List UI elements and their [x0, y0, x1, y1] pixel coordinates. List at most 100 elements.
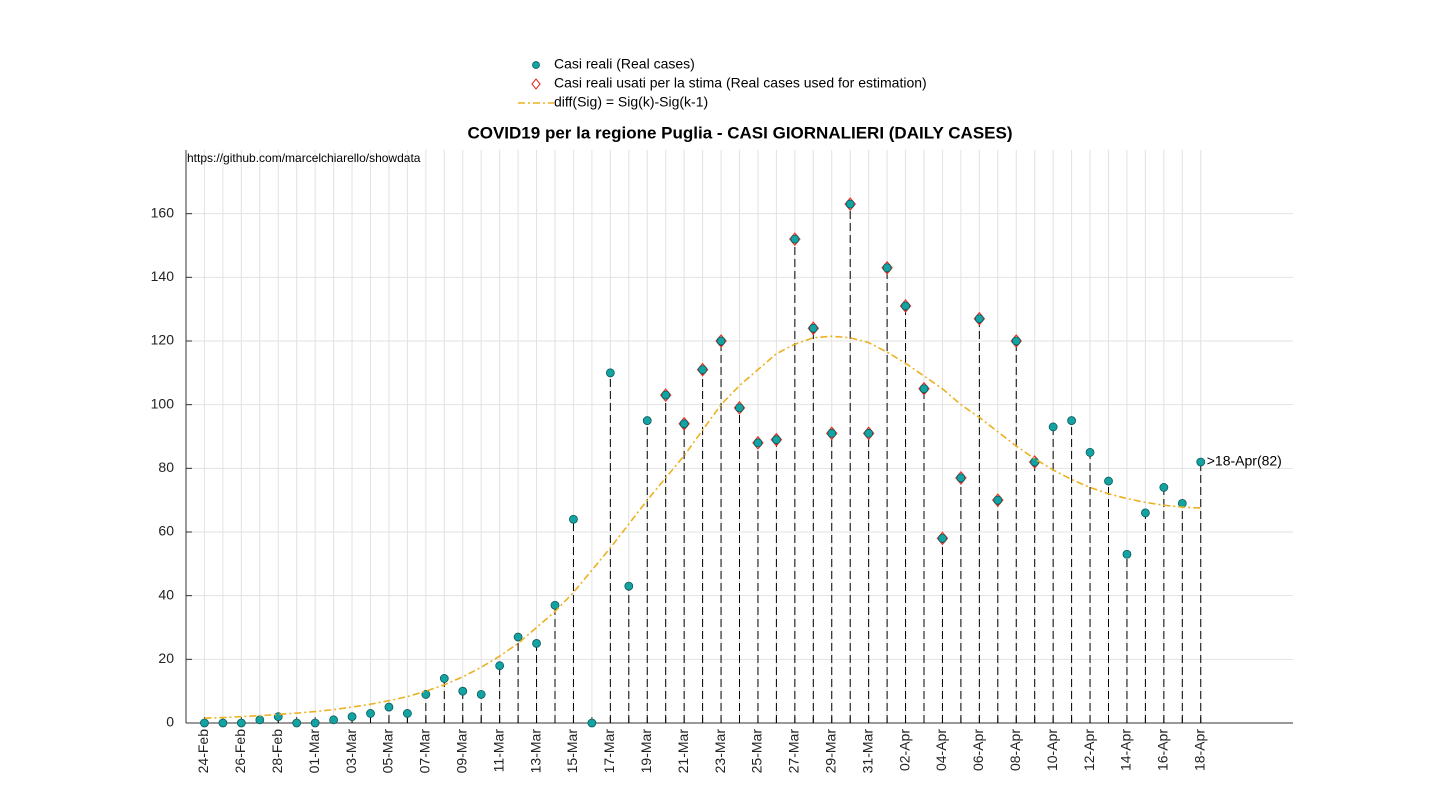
point: [1048, 422, 1058, 432]
point: [439, 674, 449, 683]
point: [200, 718, 209, 728]
point: [882, 263, 892, 273]
point: [1011, 336, 1021, 346]
point: [587, 718, 597, 728]
point: [347, 712, 357, 722]
x-tick-label: 18-Apr: [1191, 729, 1207, 771]
point: [808, 323, 818, 333]
x-tick-label: 09-Mar: [453, 729, 469, 774]
x-tick-label: 16-Apr: [1155, 729, 1171, 771]
x-tick-label: 19-Mar: [638, 729, 654, 774]
legend-label: Casi reali (Real cases): [554, 56, 695, 72]
x-tick-label: 29-Mar: [822, 729, 838, 774]
point: [605, 368, 615, 378]
point: [476, 689, 486, 699]
point: [329, 715, 339, 725]
point: [255, 715, 265, 725]
point: [901, 301, 910, 311]
point: [1067, 416, 1076, 425]
y-tick-label: 120: [151, 332, 175, 348]
x-tick-label: 17-Mar: [601, 729, 617, 774]
annotation: >18-Apr(82): [1207, 453, 1282, 469]
x-tick-label: 07-Mar: [417, 729, 433, 774]
legend-label: Casi reali usati per la stima (Real case…: [554, 75, 927, 91]
point: [845, 199, 855, 209]
x-tick-label: 06-Apr: [970, 729, 986, 771]
x-tick-label: 26-Feb: [232, 729, 248, 774]
x-tick-label: 23-Mar: [712, 729, 728, 774]
point: [384, 702, 394, 712]
legend-key: [531, 78, 541, 90]
x-tick-label: 04-Apr: [933, 729, 949, 771]
point: [1085, 448, 1095, 457]
point: [661, 390, 671, 400]
point: [1104, 476, 1113, 486]
y-tick-label: 160: [151, 204, 175, 220]
point: [532, 639, 541, 648]
point: [974, 314, 984, 324]
point: [292, 718, 302, 728]
point: [366, 709, 375, 718]
point: [864, 428, 874, 438]
point: [1141, 508, 1150, 518]
point: [956, 473, 966, 483]
grid: 24-Feb 26-Feb 28-Feb 01-Mar 03-Mar 05-Mar 07-M…: [151, 150, 1293, 773]
legend-label: diff(Sig) = Sig(k)-Sig(k-1): [554, 94, 708, 110]
y-tick-label: 60: [158, 523, 174, 539]
point: [402, 709, 412, 718]
x-tick-label: 15-Mar: [564, 729, 580, 774]
point: [569, 514, 578, 524]
x-tick-label: 31-Mar: [859, 729, 875, 774]
point: [236, 718, 246, 728]
point: [993, 495, 1003, 505]
point: [642, 416, 652, 425]
point: [1159, 483, 1169, 492]
x-tick-label: 13-Mar: [527, 729, 543, 774]
point: [218, 718, 228, 728]
y-tick-label: 100: [151, 395, 175, 411]
point: [550, 600, 560, 610]
point: [495, 661, 505, 671]
point: [753, 438, 763, 448]
x-tick-label: 11-Mar: [490, 729, 506, 773]
x-tick-label: 14-Apr: [1118, 729, 1134, 771]
source-note: https://github.com/marcelchiarello/showd…: [187, 151, 421, 165]
x-tick-label: 24-Feb: [195, 729, 211, 774]
point: [624, 581, 634, 591]
x-tick-label: 10-Apr: [1044, 729, 1060, 771]
point: [1122, 549, 1132, 559]
x-tick-label: 27-Mar: [786, 729, 802, 774]
x-tick-label: 25-Mar: [749, 729, 765, 774]
fit-line: [204, 335, 1201, 720]
point: [772, 435, 781, 445]
point: [698, 365, 707, 375]
point: [735, 403, 744, 413]
x-tick-label: 28-Feb: [269, 729, 285, 774]
x-tick-label: 02-Apr: [896, 729, 912, 771]
marks: >18-Apr(82): [200, 197, 1282, 728]
point: [827, 428, 837, 438]
point: [1030, 457, 1040, 467]
point: [919, 384, 929, 394]
legend: Casi reali (Real cases) Casi reali usati …: [518, 56, 927, 110]
y-tick-label: 40: [158, 586, 174, 602]
y-tick-label: 140: [151, 268, 175, 284]
y-tick-label: 20: [158, 650, 174, 666]
legend-key: [532, 61, 540, 69]
point: [679, 419, 689, 429]
point: [310, 718, 320, 728]
x-tick-label: 01-Mar: [306, 729, 322, 774]
point: [1196, 457, 1206, 467]
point: [938, 533, 947, 543]
y-tick-label: 80: [158, 459, 174, 475]
x-tick-label: 12-Apr: [1081, 729, 1097, 771]
point: [513, 632, 523, 642]
x-tick-label: 05-Mar: [380, 729, 396, 774]
x-tick-label: 21-Mar: [675, 729, 691, 774]
x-tick-label: 08-Apr: [1007, 729, 1023, 771]
y-tick-label: 0: [166, 714, 174, 730]
point: [716, 336, 726, 346]
point: [790, 234, 800, 244]
